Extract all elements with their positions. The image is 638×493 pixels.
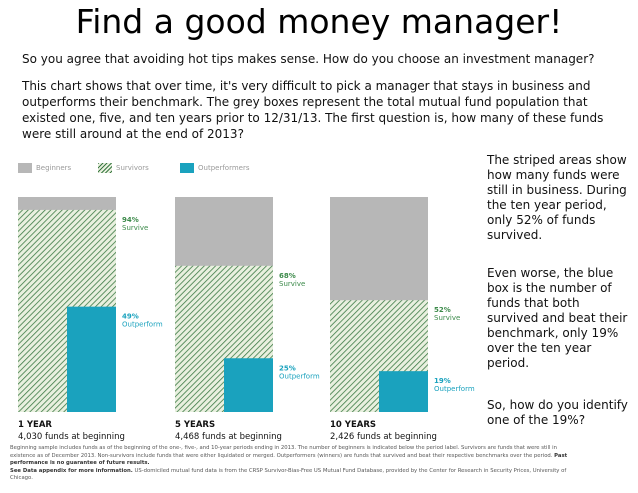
chart-description: This chart shows that over time, it's ve… — [22, 79, 604, 141]
footnote-appendix: See Data appendix for more information. — [10, 467, 133, 474]
outperform-pct-label: 19% — [434, 377, 451, 385]
sidebar-note-outperformers: Even worse, the blue box is the number o… — [487, 266, 628, 370]
legend-item-outperformers: Outperformers — [180, 163, 249, 173]
survive-pct-label: 94% — [122, 216, 139, 224]
page-title: Find a good money manager! — [75, 2, 563, 41]
sidebar-question: So, how do you identify one of the 19%? — [487, 398, 628, 427]
footnote-disclaimer: Past performance is no guarantee of futu… — [10, 452, 568, 467]
outperform-caption-label: Outperform — [279, 372, 320, 380]
outperform-bar — [379, 371, 428, 412]
outperform-caption-label: Outperform — [122, 321, 163, 329]
sidebar-note-survivors: The striped areas show how many funds we… — [487, 153, 627, 242]
outperform-pct-label: 49% — [122, 313, 139, 321]
legend-label: Survivors — [116, 164, 149, 172]
category-subtitle: 4,030 funds at beginning — [18, 432, 125, 442]
outperform-bar — [224, 358, 273, 412]
legend-swatch-striped — [98, 163, 112, 173]
category-label: 1 YEAR — [18, 420, 52, 430]
legend-item-beginners: Beginners — [18, 163, 71, 173]
footnote-source: US-domiciled mutual fund data is from th… — [10, 467, 567, 482]
outperform-bar — [67, 306, 116, 412]
survive-pct-label: 52% — [434, 306, 451, 314]
legend-swatch-blue — [180, 163, 194, 173]
footnote-text: Beginning sample includes funds as of th… — [10, 445, 557, 459]
category-label: 10 YEARS — [330, 420, 376, 430]
outperform-caption-label: Outperform — [434, 385, 475, 393]
outperform-pct-label: 25% — [279, 364, 296, 372]
survive-caption-label: Survive — [122, 224, 148, 232]
category-label: 5 YEARS — [175, 420, 215, 430]
legend-label: Outperformers — [198, 164, 250, 172]
legend-label: Beginners — [36, 164, 72, 172]
survive-pct-label: 68% — [279, 272, 296, 280]
legend-swatch-grey — [18, 163, 32, 173]
category-subtitle: 2,426 funds at beginning — [330, 432, 437, 442]
survive-caption-label: Survive — [434, 314, 460, 322]
footnote: Beginning sample includes funds as of th… — [10, 445, 570, 483]
survive-caption-label: Survive — [279, 280, 305, 288]
legend-item-survivors: Survivors — [98, 163, 149, 173]
intro-paragraph: So you agree that avoiding hot tips make… — [22, 52, 595, 66]
category-subtitle: 4,468 funds at beginning — [175, 432, 282, 442]
